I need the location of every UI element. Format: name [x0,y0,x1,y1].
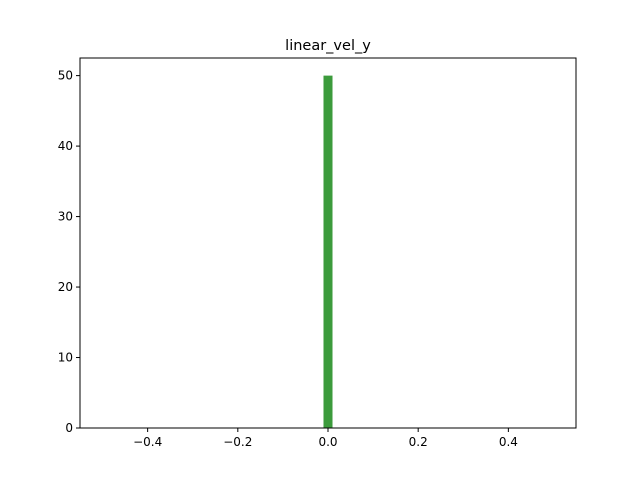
histogram-bar-0 [323,75,333,428]
x-axis: −0.4 −0.2 0.0 0.2 0.4 [133,428,518,449]
y-tick-label: 40 [58,139,73,153]
x-tick-label: −0.2 [223,435,252,449]
y-tick-label: 20 [58,280,73,294]
y-tick-label: 10 [58,351,73,365]
y-tick-label: 0 [65,421,73,435]
bars-group [323,75,333,428]
y-axis: 0 10 20 30 40 50 [58,69,80,435]
x-tick-label: −0.4 [133,435,162,449]
y-tick-label: 50 [58,69,73,83]
plot-frame [79,57,577,429]
chart-title: linear_vel_y [285,38,371,54]
x-tick-label: 0.0 [318,435,337,449]
x-tick-label: 0.2 [409,435,428,449]
x-tick-label: 0.4 [499,435,518,449]
y-tick-label: 30 [58,210,73,224]
